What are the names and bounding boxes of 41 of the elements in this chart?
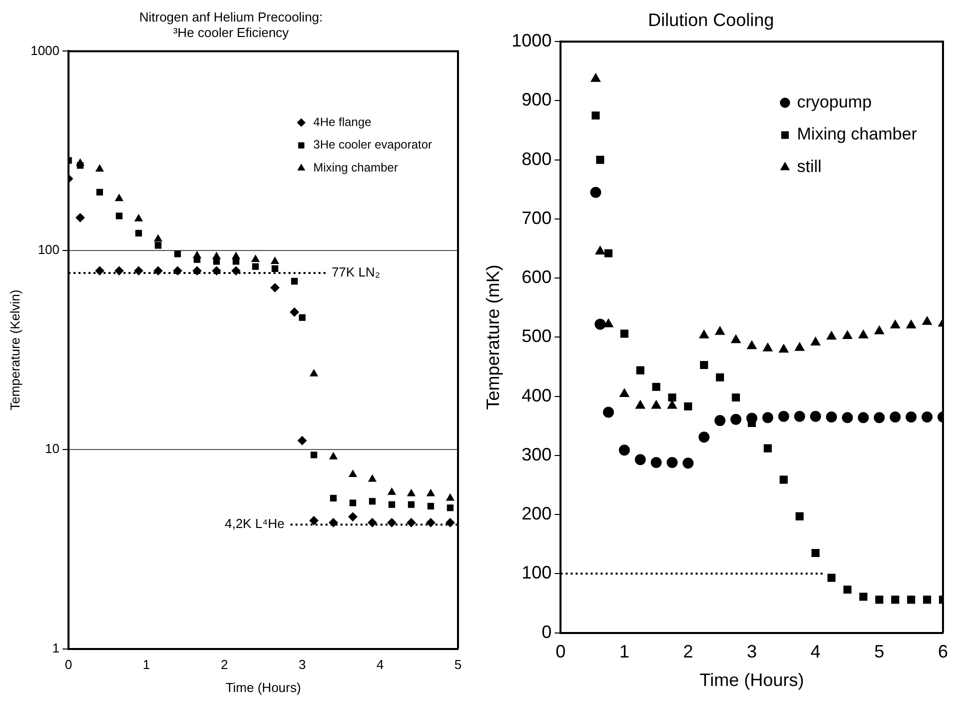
- y-tick-label: 600: [522, 267, 552, 288]
- x-tick-label: 6: [938, 642, 948, 662]
- x-tick-label: 2: [220, 657, 228, 672]
- annotation: 77K LN₂: [332, 264, 380, 280]
- legend-label: 4He flange: [313, 114, 372, 129]
- y-tick-label: 800: [522, 148, 552, 169]
- x-tick-label: 5: [454, 657, 462, 672]
- x-tick-label: 3: [746, 642, 757, 662]
- x-tick-label: 0: [556, 642, 566, 662]
- y-tick-label: 300: [522, 444, 552, 464]
- x-tick-label: 0: [64, 657, 72, 672]
- x-tick-label: 4: [810, 642, 821, 662]
- y-tick-label: 1000: [512, 30, 552, 51]
- y-tick-label: 700: [522, 208, 552, 228]
- legend-label: Mixing chamber: [797, 124, 918, 144]
- y-tick-label: 0: [542, 622, 552, 642]
- chart-title: Dilution Cooling: [648, 10, 774, 30]
- x-tick-label: 1: [142, 657, 150, 672]
- y-tick-label: 200: [522, 504, 552, 524]
- y-tick-label: 100: [522, 562, 552, 583]
- annotation: 4,2K L⁴He: [224, 516, 285, 532]
- x-axis-title: Time (Hours): [700, 670, 804, 690]
- chart-title: Nitrogen anf Helium Precooling: ³He cooler Eficiency: [139, 9, 323, 40]
- y-tick-label: 1000: [30, 42, 60, 58]
- y-tick-label: 900: [522, 90, 552, 110]
- x-tick-label: 1: [619, 642, 630, 662]
- legend-label: 3He cooler evaporator: [313, 138, 432, 152]
- x-tick-label: 5: [874, 642, 884, 662]
- y-tick-label: 10: [45, 441, 60, 456]
- y-axis-title: Temperature (Kelvin): [7, 290, 22, 410]
- x-tick-label: 2: [683, 642, 694, 662]
- legend-label: cryopump: [797, 92, 872, 112]
- y-tick-label: 500: [522, 326, 552, 346]
- legend-label: Mixing chamber: [313, 160, 398, 175]
- x-tick-label: 4: [376, 657, 384, 672]
- y-tick-label: 100: [38, 242, 60, 257]
- legend-label: still: [797, 157, 822, 176]
- y-tick-label: 400: [522, 385, 552, 406]
- x-axis-title: Time (Hours): [226, 680, 301, 695]
- y-axis-title: Temperature (mK): [482, 264, 503, 410]
- x-tick-label: 3: [298, 657, 306, 672]
